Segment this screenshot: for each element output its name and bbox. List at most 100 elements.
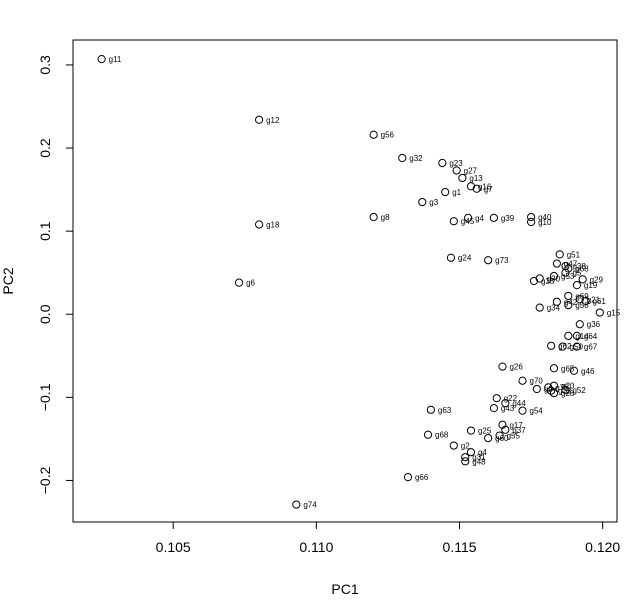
point-label: g55 bbox=[507, 432, 521, 441]
data-point bbox=[492, 394, 501, 403]
point-label: g38 bbox=[572, 262, 586, 271]
y-tick-label: 0.3 bbox=[37, 55, 53, 75]
point-label: g25 bbox=[478, 427, 492, 436]
point-label: g50 bbox=[570, 343, 584, 352]
point-label: g65 bbox=[561, 364, 575, 373]
point-label: g9 bbox=[544, 385, 553, 394]
point-label: g26 bbox=[509, 363, 523, 372]
x-axis: 0.105 0.110 0.115 0.120 bbox=[156, 522, 620, 555]
point-label: g12 bbox=[266, 116, 280, 125]
point-label: g13 bbox=[469, 174, 483, 183]
point-label: g61 bbox=[593, 297, 607, 306]
data-point bbox=[449, 441, 458, 450]
point-label: g54 bbox=[530, 407, 544, 416]
data-point bbox=[549, 271, 559, 281]
data-point bbox=[535, 274, 544, 283]
data-point bbox=[518, 406, 527, 415]
point-label: g70 bbox=[530, 377, 544, 386]
data-point bbox=[569, 366, 579, 375]
data-point bbox=[501, 399, 510, 408]
point-label: g29 bbox=[590, 275, 604, 284]
y-axis: −0.2 −0.1 0.0 0.1 0.2 0.3 bbox=[37, 55, 73, 494]
point-label: g53 bbox=[561, 272, 575, 281]
data-point bbox=[398, 153, 407, 163]
point-label: g56 bbox=[381, 131, 395, 140]
point-label: g64 bbox=[584, 332, 598, 341]
data-point bbox=[501, 425, 510, 434]
point-label: g22 bbox=[504, 394, 518, 403]
data-point bbox=[572, 331, 582, 340]
data-point bbox=[446, 253, 456, 262]
point-label: g32 bbox=[409, 154, 423, 163]
x-tick-label: 0.110 bbox=[299, 539, 333, 555]
point-label: g17 bbox=[509, 421, 523, 430]
point-label: g58 bbox=[575, 301, 589, 310]
data-point bbox=[558, 342, 567, 351]
data-point bbox=[369, 130, 378, 139]
data-point bbox=[572, 281, 582, 290]
data-point bbox=[547, 386, 556, 395]
point-label: g68 bbox=[575, 265, 589, 274]
data-point bbox=[561, 268, 570, 277]
data-point bbox=[518, 376, 527, 385]
data-point bbox=[495, 431, 504, 440]
plot-frame bbox=[72, 39, 618, 523]
data-point bbox=[466, 448, 476, 457]
point-label: g28 bbox=[561, 389, 575, 398]
data-point bbox=[97, 55, 106, 64]
data-point bbox=[292, 500, 301, 509]
data-point bbox=[461, 457, 470, 466]
x-tick-label: 0.115 bbox=[443, 539, 477, 555]
point-label: g10 bbox=[538, 218, 552, 227]
data-point bbox=[547, 341, 556, 350]
data-point bbox=[564, 264, 573, 273]
point-label: g73 bbox=[495, 256, 509, 265]
data-point bbox=[532, 384, 541, 394]
point-label: g52 bbox=[572, 386, 586, 395]
data-point bbox=[255, 115, 264, 124]
data-point bbox=[564, 301, 573, 310]
point-label: g63 bbox=[438, 406, 452, 415]
data-point bbox=[564, 331, 573, 340]
y-tick-label: 0.0 bbox=[37, 304, 53, 324]
point-label: g40 bbox=[538, 213, 552, 222]
data-point bbox=[403, 473, 413, 482]
data-point bbox=[549, 364, 559, 373]
point-label: g43 bbox=[501, 404, 515, 413]
data-point bbox=[426, 405, 435, 414]
point-label: g27 bbox=[464, 166, 478, 175]
point-label: g36 bbox=[587, 320, 601, 329]
data-point bbox=[452, 166, 461, 175]
data-point bbox=[441, 187, 450, 197]
point-label: g3 bbox=[429, 198, 438, 207]
point-label: g24 bbox=[458, 254, 472, 263]
data-point bbox=[575, 320, 584, 329]
data-point bbox=[552, 259, 561, 268]
data-point bbox=[484, 433, 493, 443]
point-label: g33 bbox=[558, 387, 572, 396]
point-label: g15 bbox=[607, 309, 621, 318]
data-point bbox=[555, 250, 564, 259]
data-point bbox=[489, 404, 498, 413]
y-axis-title: PC2 bbox=[0, 267, 16, 294]
data-point bbox=[234, 278, 244, 287]
point-label: g6 bbox=[246, 279, 255, 288]
data-point bbox=[572, 342, 582, 351]
point-label: g2 bbox=[461, 442, 470, 451]
data-point bbox=[552, 297, 561, 306]
point-label: g51 bbox=[567, 250, 581, 259]
point-label: g20 bbox=[561, 382, 575, 391]
point-label: g14 bbox=[575, 332, 589, 341]
data-point bbox=[549, 389, 559, 398]
data-point bbox=[527, 212, 536, 222]
point-label: g62 bbox=[558, 342, 572, 351]
y-tick-label: 0.2 bbox=[37, 138, 53, 158]
point-label: g23 bbox=[449, 159, 463, 168]
point-label: g44 bbox=[512, 399, 526, 408]
point-label: g19 bbox=[584, 281, 598, 290]
point-label: g4 bbox=[475, 214, 484, 223]
point-label: g37 bbox=[512, 426, 526, 435]
data-point bbox=[595, 308, 604, 317]
data-point bbox=[466, 182, 476, 191]
